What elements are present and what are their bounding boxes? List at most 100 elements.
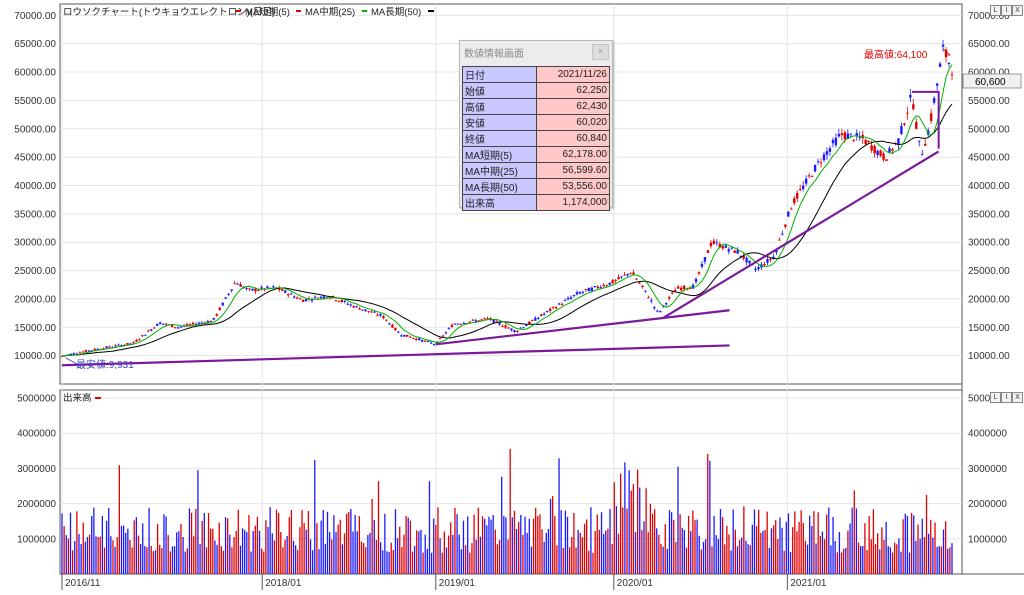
candle-body	[543, 313, 546, 315]
candle-body	[340, 300, 343, 302]
candle-body	[647, 297, 650, 299]
candle-body	[90, 350, 93, 352]
candle-body	[245, 287, 248, 289]
candle-body	[75, 353, 79, 355]
candle-body	[120, 344, 123, 347]
candle-body	[709, 242, 713, 247]
candle-body	[828, 148, 832, 152]
popup-row: 出来高 1,174,000	[462, 194, 610, 211]
candle-body	[507, 327, 510, 329]
candle-body	[932, 98, 936, 103]
volume-info-button[interactable]: I	[1001, 392, 1012, 403]
candle-body	[126, 343, 129, 345]
candle-body	[102, 348, 105, 350]
close-button[interactable]: X	[1012, 5, 1023, 16]
candle-body	[376, 314, 379, 316]
candle-body	[406, 334, 409, 337]
candle-body	[144, 334, 147, 336]
candle-body	[260, 287, 263, 289]
price-tick-label: 65000.00	[14, 39, 56, 50]
max-price-leader	[942, 48, 952, 56]
candle-body	[233, 283, 236, 285]
trendline[interactable]	[61, 344, 730, 367]
candle-body	[745, 257, 748, 263]
candle-body	[179, 326, 183, 328]
candle-body	[742, 255, 745, 259]
popup-row: MA中期(25) 56,599.60	[462, 162, 610, 179]
candle-body	[733, 250, 736, 253]
candle-body	[560, 303, 564, 305]
candle-body	[730, 247, 733, 249]
candle-body	[492, 319, 495, 323]
candle-body	[322, 296, 326, 299]
candle-body	[420, 339, 424, 342]
numeric-info-popup[interactable]: 数値情報画面 × 日付 2021/11/26 始値 62,250 高値 62,430 安値 6…	[459, 40, 613, 211]
legend-item-label: MA中期(25)	[305, 6, 355, 18]
candle-body	[417, 338, 421, 341]
volume-tick-label: 3000000	[968, 464, 1007, 475]
candle-body	[635, 278, 638, 280]
candle-body	[394, 327, 397, 330]
popup-value: 56,599.60	[536, 162, 610, 179]
candle-body	[772, 256, 775, 259]
candle-body	[617, 276, 620, 280]
candle-body	[551, 306, 555, 308]
candle-body	[254, 288, 257, 292]
candle-body	[397, 331, 400, 333]
candle-body	[650, 300, 653, 302]
volume-tick-label: 3000000	[17, 464, 56, 475]
candle-body	[432, 344, 436, 346]
candle-body	[295, 297, 299, 299]
candle-body	[313, 296, 317, 298]
candle-body	[540, 314, 543, 316]
volume-lock-button[interactable]: L	[990, 392, 1001, 403]
volume-tick-label: 2000000	[968, 499, 1007, 510]
volume-close-button[interactable]: X	[1012, 392, 1023, 403]
candle-body	[230, 289, 233, 291]
candle-body	[522, 327, 525, 329]
candle-body	[93, 348, 96, 351]
candle-body	[855, 133, 858, 137]
candle-body	[665, 303, 668, 305]
popup-value: 60,020	[536, 114, 610, 131]
legend-item-label: MA短期(5)	[245, 6, 290, 18]
candle-body	[510, 328, 513, 331]
candle-body	[679, 287, 683, 291]
lock-button[interactable]: L	[990, 5, 1001, 16]
candle-body	[516, 330, 519, 332]
candle-body	[682, 285, 686, 290]
date-tick-label: 2020/01	[617, 578, 654, 589]
info-button[interactable]: I	[1001, 5, 1012, 16]
candle-body	[569, 297, 573, 299]
candle-body	[834, 137, 838, 146]
candle-body	[656, 310, 659, 312]
candle-body	[459, 323, 463, 325]
popup-close-button[interactable]: ×	[592, 44, 609, 60]
trendline[interactable]	[662, 150, 940, 320]
candle-body	[700, 263, 704, 267]
candle-body	[84, 350, 88, 352]
legend-item-label: MA長期(50)	[371, 7, 421, 18]
candle-body	[69, 353, 73, 356]
candle-body	[626, 273, 629, 276]
candle-body	[766, 259, 769, 263]
candle-body	[462, 322, 466, 324]
candle-body	[721, 245, 725, 249]
candle-body	[831, 140, 835, 144]
candle-body	[602, 284, 605, 287]
min-price-leader	[65, 357, 78, 365]
candle-body	[224, 297, 227, 299]
price-tick-label: 55000.00	[14, 96, 56, 107]
volume-bars	[61, 448, 953, 574]
popup-value: 62,430	[536, 98, 610, 115]
price-tick-label: 40000.00	[14, 181, 56, 192]
trendline[interactable]	[911, 90, 940, 149]
candle-body	[164, 323, 168, 325]
candle-body	[632, 272, 635, 275]
candle-body	[129, 343, 132, 345]
candle-body	[846, 133, 850, 140]
trendline[interactable]	[435, 309, 730, 346]
candle-body	[310, 299, 314, 301]
candle-body	[929, 113, 933, 121]
popup-row: 終値 60,840	[462, 130, 610, 147]
